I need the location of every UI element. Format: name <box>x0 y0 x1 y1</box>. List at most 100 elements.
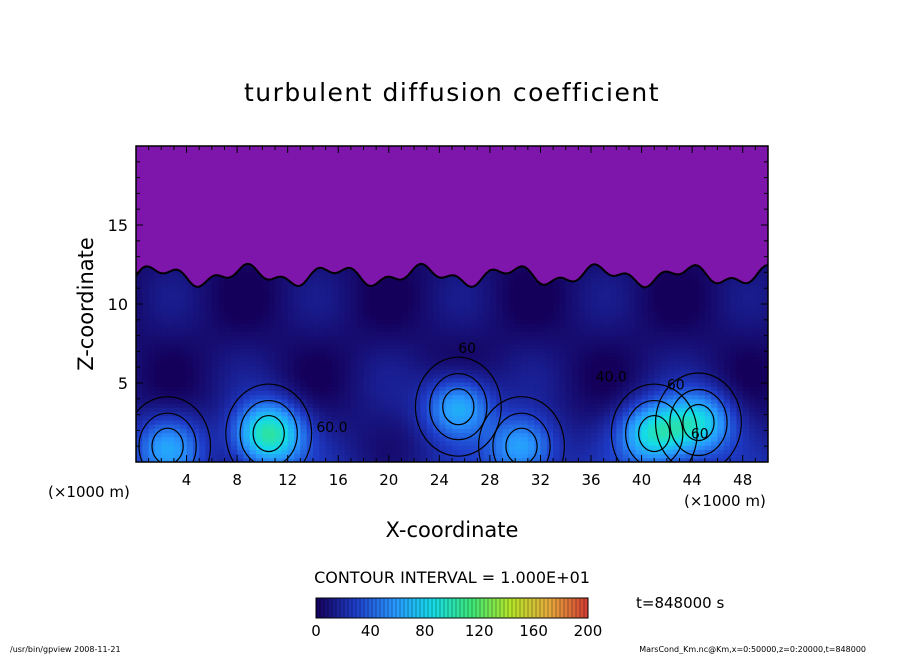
field-cell <box>578 445 586 450</box>
field-cell <box>673 314 681 320</box>
field-cell <box>433 377 440 383</box>
field-cell <box>433 356 440 362</box>
field-cell <box>180 457 188 462</box>
field-cell <box>180 348 188 354</box>
field-cell <box>407 327 415 332</box>
field-cell <box>723 369 731 375</box>
field-cell <box>426 331 434 337</box>
field-cell <box>628 436 636 442</box>
field-cell <box>407 339 415 345</box>
field-cell <box>230 386 238 391</box>
x-unit-left: (×1000 m) <box>48 483 130 501</box>
field-cell <box>483 297 491 303</box>
field-cell <box>401 369 409 375</box>
field-cell <box>635 344 643 349</box>
field-cell <box>452 293 459 299</box>
field-cell <box>464 348 472 354</box>
field-cell <box>521 398 529 404</box>
field-cell <box>426 344 434 349</box>
field-cell <box>230 285 238 290</box>
field-cell <box>319 276 327 282</box>
field-cell <box>692 276 700 282</box>
field-cell <box>243 285 251 290</box>
field-cell <box>628 301 636 307</box>
field-cell <box>610 306 617 311</box>
field-cell <box>426 335 434 341</box>
field-cell <box>243 360 251 366</box>
field-cell <box>647 352 655 358</box>
field-cell <box>483 381 491 387</box>
field-cell <box>559 453 567 459</box>
field-cell <box>148 386 156 391</box>
field-cell <box>496 440 504 446</box>
field-cell <box>312 369 320 375</box>
field-cell <box>464 306 472 311</box>
field-cell <box>755 436 763 442</box>
field-cell <box>470 356 478 362</box>
field-cell <box>136 453 143 459</box>
field-cell <box>654 369 662 375</box>
field-cell <box>527 310 535 316</box>
field-cell <box>628 407 636 413</box>
field-cell <box>452 327 459 332</box>
field-cell <box>496 398 504 404</box>
field-cell <box>161 314 169 320</box>
field-cell <box>723 352 731 358</box>
field-cell <box>312 322 320 328</box>
field-cell <box>395 293 403 299</box>
field-cell <box>357 453 365 459</box>
field-cell <box>205 386 213 391</box>
field-cell <box>464 398 472 404</box>
field-cell <box>199 356 207 362</box>
field-cell <box>502 310 510 316</box>
field-cell <box>439 445 447 450</box>
field-cell <box>401 377 409 383</box>
field-cell <box>388 432 396 438</box>
field-cell <box>401 403 409 408</box>
field-cell <box>154 365 162 370</box>
field-cell <box>192 386 200 391</box>
field-cell <box>167 403 175 408</box>
field-cell <box>382 360 390 366</box>
field-cell <box>483 344 491 349</box>
field-cell <box>249 457 257 462</box>
field-cell <box>730 310 737 316</box>
field-cell <box>666 356 674 362</box>
field-cell <box>363 432 371 438</box>
field-cell <box>679 411 687 417</box>
field-cell <box>275 403 282 408</box>
field-cell <box>420 352 428 358</box>
field-cell <box>312 276 320 282</box>
field-cell <box>647 440 655 446</box>
contour-ring <box>252 414 285 453</box>
contour-ring <box>492 412 551 462</box>
field-cell <box>420 411 428 417</box>
field-cell <box>597 424 605 429</box>
field-cell <box>338 432 346 438</box>
field-cell <box>692 327 700 332</box>
field-cell <box>622 407 630 413</box>
field-cell <box>268 293 276 299</box>
field-cell <box>565 285 573 290</box>
field-cell <box>369 440 377 446</box>
field-cell <box>685 440 693 446</box>
field-cell <box>628 335 636 341</box>
field-cell <box>755 306 763 311</box>
field-cell <box>281 411 289 417</box>
field-cell <box>192 369 200 375</box>
field-cell <box>565 331 573 337</box>
field-cell <box>711 377 719 383</box>
field-cell <box>262 344 270 349</box>
field-cell <box>635 407 643 413</box>
field-cell <box>597 445 605 450</box>
field-cell <box>692 403 700 408</box>
field-cell <box>496 310 504 316</box>
field-cell <box>325 314 333 320</box>
field-cell <box>698 314 706 320</box>
field-cell <box>673 339 681 345</box>
field-cell <box>521 369 529 375</box>
field-cell <box>136 348 143 354</box>
field-cell <box>742 398 750 404</box>
field-cell <box>736 428 744 434</box>
field-cell <box>534 327 542 332</box>
